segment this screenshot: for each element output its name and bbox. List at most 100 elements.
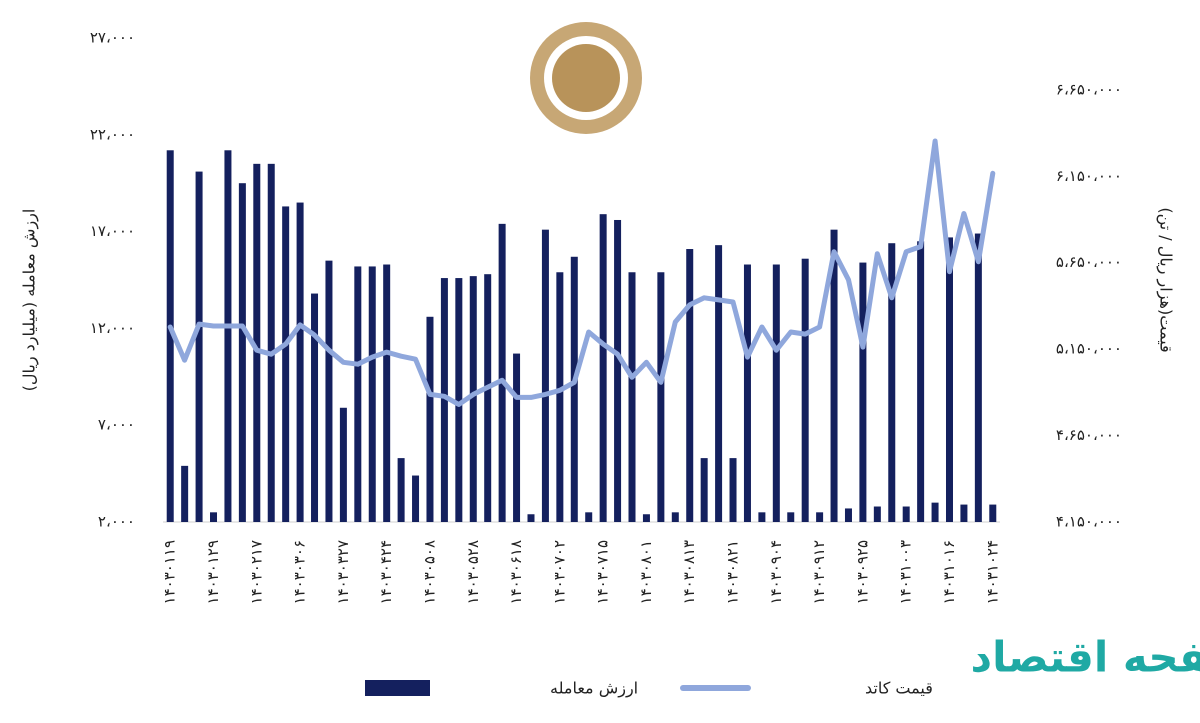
y2-tick-label: ۴،۱۵۰،۰۰۰ [1056, 513, 1122, 531]
bar [873, 506, 881, 522]
y-tick-label: ۷،۰۰۰ [98, 416, 135, 434]
y-tick-label: ۲،۰۰۰ [98, 513, 135, 531]
y2-tick-label: ۶،۶۵۰،۰۰۰ [1056, 80, 1122, 98]
bar [960, 504, 968, 522]
bar [614, 219, 622, 522]
x-tick-label: ۱۴۰۳۰۹۱۲ [810, 540, 828, 604]
bar [354, 266, 362, 522]
x-tick-label: ۱۴۰۳۱۰۰۳ [897, 540, 915, 604]
line [167, 138, 996, 407]
x-tick-label: ۱۴۰۳۰۶۱۸ [507, 540, 525, 604]
bar [945, 237, 953, 522]
bar [238, 183, 246, 522]
x-tick-label: ۱۴۰۳۰۹۰۴ [767, 540, 785, 604]
bar [599, 214, 607, 522]
bar [368, 266, 376, 522]
bar [628, 272, 636, 522]
y-tick-label: ۱۲،۰۰۰ [90, 319, 135, 337]
bar [902, 506, 910, 522]
bar [772, 264, 780, 522]
y-axis-title: ارزش معامله (میلیارد ریال) [20, 209, 40, 392]
y2-tick-label: ۶،۱۵۰،۰۰۰ [1056, 167, 1122, 185]
bar [498, 223, 506, 522]
bar [556, 272, 564, 522]
x-tick-label: ۱۴۰۳۰۵۲۸ [464, 540, 482, 604]
bar [513, 353, 521, 522]
x-tick-label: ۱۴۰۳۰۳۲۷ [334, 540, 352, 604]
y-tick-label: ۲۷،۰۰۰ [90, 29, 135, 47]
bar [758, 512, 766, 522]
x-tick-label: ۱۴۰۳۰۱۲۹ [204, 540, 222, 604]
bar [339, 407, 347, 522]
x-tick-label: ۱۴۰۳۰۸۰۱ [637, 540, 655, 604]
bar [440, 278, 448, 522]
y-tick-label: ۲۲،۰۰۰ [90, 125, 135, 143]
bar [917, 241, 925, 522]
bar [195, 171, 203, 523]
bar [181, 465, 189, 522]
y2-tick-label: ۵،۱۵۰،۰۰۰ [1056, 340, 1122, 358]
bar [397, 458, 405, 522]
bar [729, 458, 737, 522]
bar [412, 475, 420, 522]
bar [282, 206, 290, 522]
x-tick-label: ۱۴۰۳۰۸۲۱ [724, 540, 742, 604]
x-tick-label: ۱۴۰۳۰۷۰۲ [550, 540, 568, 604]
y2-tick-label: ۴،۶۵۰،۰۰۰ [1056, 426, 1122, 444]
bar [859, 262, 867, 522]
x-tick-label: ۱۴۰۳۰۸۱۳ [680, 540, 698, 604]
logo-core [552, 44, 620, 112]
legend-swatch [365, 680, 430, 696]
bar [527, 514, 535, 522]
bar [311, 293, 319, 522]
bar [253, 163, 261, 522]
bar [469, 276, 477, 522]
y2-tick-label: ۵،۶۵۰،۰۰۰ [1056, 253, 1122, 271]
bar [296, 202, 304, 522]
bar [570, 256, 578, 522]
bar [541, 229, 549, 522]
x-tick-label: ۱۴۰۳۰۷۱۵ [594, 540, 612, 604]
bar [888, 243, 896, 522]
x-tick-label: ۱۴۰۳۰۴۲۴ [377, 540, 395, 604]
bar [455, 278, 463, 522]
legend-label: قیمت کاتد [865, 679, 933, 698]
y-tick-label: ۱۷،۰۰۰ [90, 222, 135, 240]
bar [325, 260, 333, 522]
bar [686, 249, 694, 523]
bar [267, 163, 275, 522]
bar [484, 274, 492, 522]
bar [700, 458, 708, 522]
legend-label: ارزش معامله [550, 679, 638, 699]
x-tick-label: ۱۴۰۳۱۰۱۶ [940, 540, 958, 604]
bar [224, 150, 232, 522]
bar [671, 512, 679, 522]
bar [585, 512, 593, 522]
bar [816, 512, 824, 522]
x-tick-label: ۱۴۰۳۱۰۲۴ [983, 540, 1001, 604]
x-tick-label: ۱۴۰۳۰۵۰۸ [420, 540, 438, 604]
bar [715, 245, 723, 523]
bar [657, 272, 665, 522]
bar [989, 504, 997, 522]
bar [830, 229, 838, 522]
bar [383, 264, 391, 522]
x-tick-label: ۱۴۰۳۰۱۱۹ [161, 540, 179, 604]
bar [974, 233, 982, 522]
bar [844, 508, 852, 522]
bar [743, 264, 751, 522]
x-tick-label: ۱۴۰۳۰۳۰۶ [291, 540, 309, 604]
x-tick-label: ۱۴۰۳۰۲۱۷ [247, 540, 265, 604]
x-tick-label: ۱۴۰۳۰۹۲۵ [853, 540, 871, 604]
watermark: صفحه اقتصاد [971, 633, 1200, 682]
bar [642, 514, 650, 522]
y2-axis-title: قیمت(هزار ریال / تن) [1156, 207, 1176, 352]
bar [210, 512, 218, 522]
bar [787, 512, 795, 522]
logo [530, 22, 642, 134]
bar [166, 150, 174, 522]
bar [931, 502, 939, 522]
bar [801, 258, 809, 522]
bar [426, 316, 434, 522]
